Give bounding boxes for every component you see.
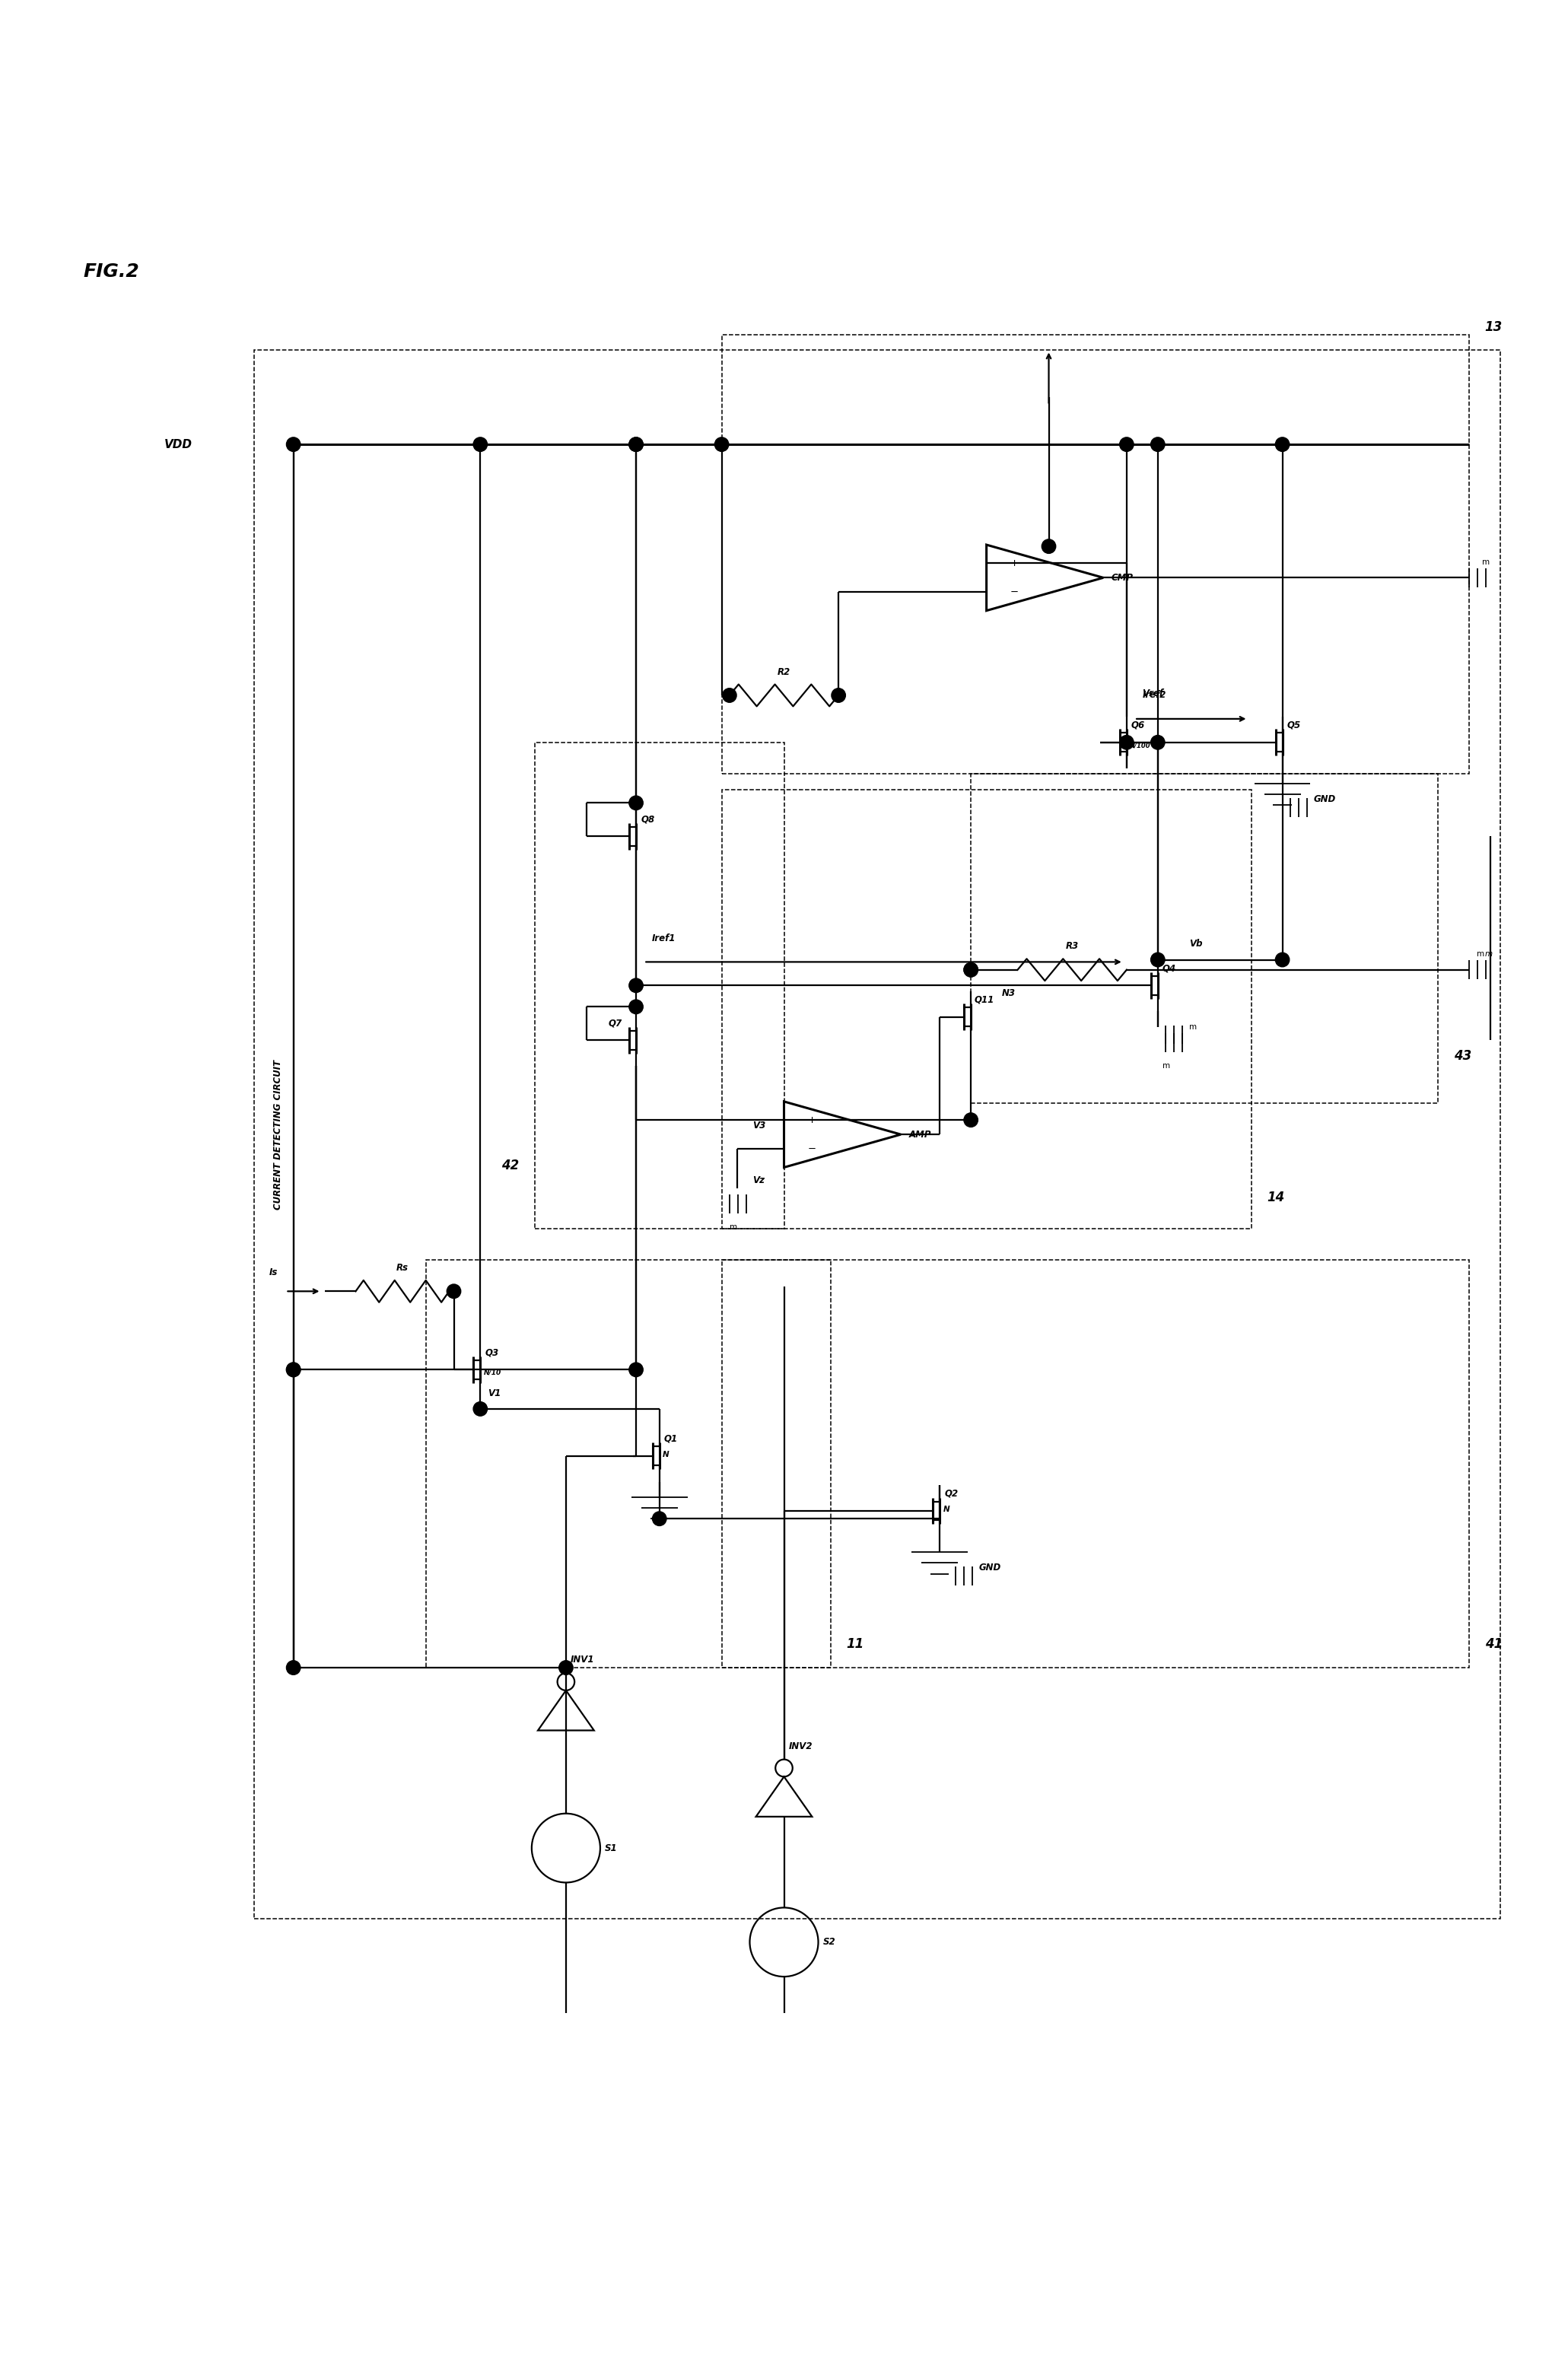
Circle shape (629, 437, 643, 451)
Circle shape (629, 1363, 643, 1378)
Text: m: m (729, 1224, 737, 1231)
Text: VDD: VDD (165, 440, 193, 449)
Text: N3: N3 (1002, 988, 1016, 997)
Bar (721, 789, 1251, 1229)
Text: INV2: INV2 (789, 1742, 812, 1751)
Circle shape (287, 1661, 301, 1675)
Circle shape (1151, 437, 1165, 451)
Text: Is: Is (270, 1267, 278, 1278)
Text: R3: R3 (1066, 940, 1079, 952)
Text: 42: 42 (502, 1158, 519, 1172)
Circle shape (1120, 437, 1134, 451)
Text: N: N (942, 1505, 949, 1512)
Text: +: + (1010, 558, 1018, 567)
Circle shape (831, 688, 845, 702)
Bar (721, 336, 1469, 773)
Text: +: + (808, 1115, 815, 1125)
Circle shape (723, 688, 737, 702)
Text: Vref: Vref (1142, 688, 1163, 697)
Circle shape (1120, 735, 1134, 749)
Circle shape (1151, 735, 1165, 749)
Bar (721, 1259, 1469, 1668)
Text: 11: 11 (847, 1638, 864, 1652)
Text: CURRENT DETECTING CIRCUIT: CURRENT DETECTING CIRCUIT (273, 1059, 282, 1210)
Circle shape (964, 962, 978, 976)
Text: m: m (1477, 950, 1485, 957)
Circle shape (447, 1283, 461, 1297)
Text: GND: GND (1314, 794, 1336, 803)
Text: Q2: Q2 (944, 1489, 958, 1498)
Text: S1: S1 (605, 1843, 618, 1853)
Text: Vz: Vz (753, 1174, 765, 1186)
Text: N: N (663, 1451, 670, 1458)
Text: AMP: AMP (908, 1130, 931, 1139)
Circle shape (964, 962, 978, 976)
Circle shape (1041, 539, 1055, 553)
Text: V1: V1 (488, 1389, 502, 1399)
Circle shape (715, 437, 729, 451)
Text: 13: 13 (1485, 319, 1502, 333)
Circle shape (1275, 952, 1289, 966)
Circle shape (629, 978, 643, 992)
Circle shape (964, 1113, 978, 1127)
Circle shape (287, 1363, 301, 1378)
Text: m: m (1162, 1063, 1170, 1070)
Text: m: m (1189, 1023, 1196, 1030)
Bar (254, 350, 1501, 1919)
Text: Rs: Rs (397, 1262, 409, 1274)
Circle shape (629, 437, 643, 451)
Text: Q5: Q5 (1287, 721, 1301, 730)
Text: Q8: Q8 (641, 815, 654, 825)
Text: N/10: N/10 (483, 1371, 502, 1375)
Text: m: m (1482, 558, 1490, 565)
Circle shape (474, 1401, 488, 1415)
Text: Iref1: Iref1 (652, 933, 676, 943)
Text: 41: 41 (1485, 1638, 1502, 1652)
Text: Q4: Q4 (1162, 964, 1176, 974)
Text: −: − (808, 1144, 815, 1153)
Text: Iref2: Iref2 (1142, 690, 1167, 699)
Text: Q7: Q7 (608, 1018, 622, 1028)
Text: Q3: Q3 (485, 1347, 499, 1356)
Bar (971, 773, 1438, 1104)
Text: Q11: Q11 (974, 995, 994, 1004)
Text: R2: R2 (778, 666, 790, 676)
Text: Q6: Q6 (1131, 721, 1145, 730)
Circle shape (652, 1512, 666, 1526)
Text: −: − (1010, 588, 1018, 598)
Text: Q1: Q1 (665, 1434, 677, 1444)
Bar (426, 1259, 831, 1668)
Circle shape (1151, 952, 1165, 966)
Text: FIG.2: FIG.2 (83, 262, 140, 281)
Text: N/100: N/100 (1131, 742, 1151, 749)
Text: 14: 14 (1267, 1191, 1284, 1205)
Text: GND: GND (978, 1562, 1000, 1574)
Text: m: m (1485, 950, 1493, 957)
Circle shape (474, 437, 488, 451)
Text: INV1: INV1 (571, 1654, 594, 1666)
Circle shape (558, 1661, 572, 1675)
Circle shape (629, 1000, 643, 1014)
Text: V3: V3 (753, 1120, 767, 1130)
Circle shape (629, 796, 643, 811)
Circle shape (1275, 437, 1289, 451)
Text: 43: 43 (1454, 1049, 1471, 1063)
Text: Vb: Vb (1189, 938, 1203, 950)
Circle shape (287, 1363, 301, 1378)
Bar (535, 742, 784, 1229)
Text: S2: S2 (823, 1938, 836, 1947)
Text: CMP: CMP (1112, 572, 1134, 584)
Circle shape (287, 437, 301, 451)
